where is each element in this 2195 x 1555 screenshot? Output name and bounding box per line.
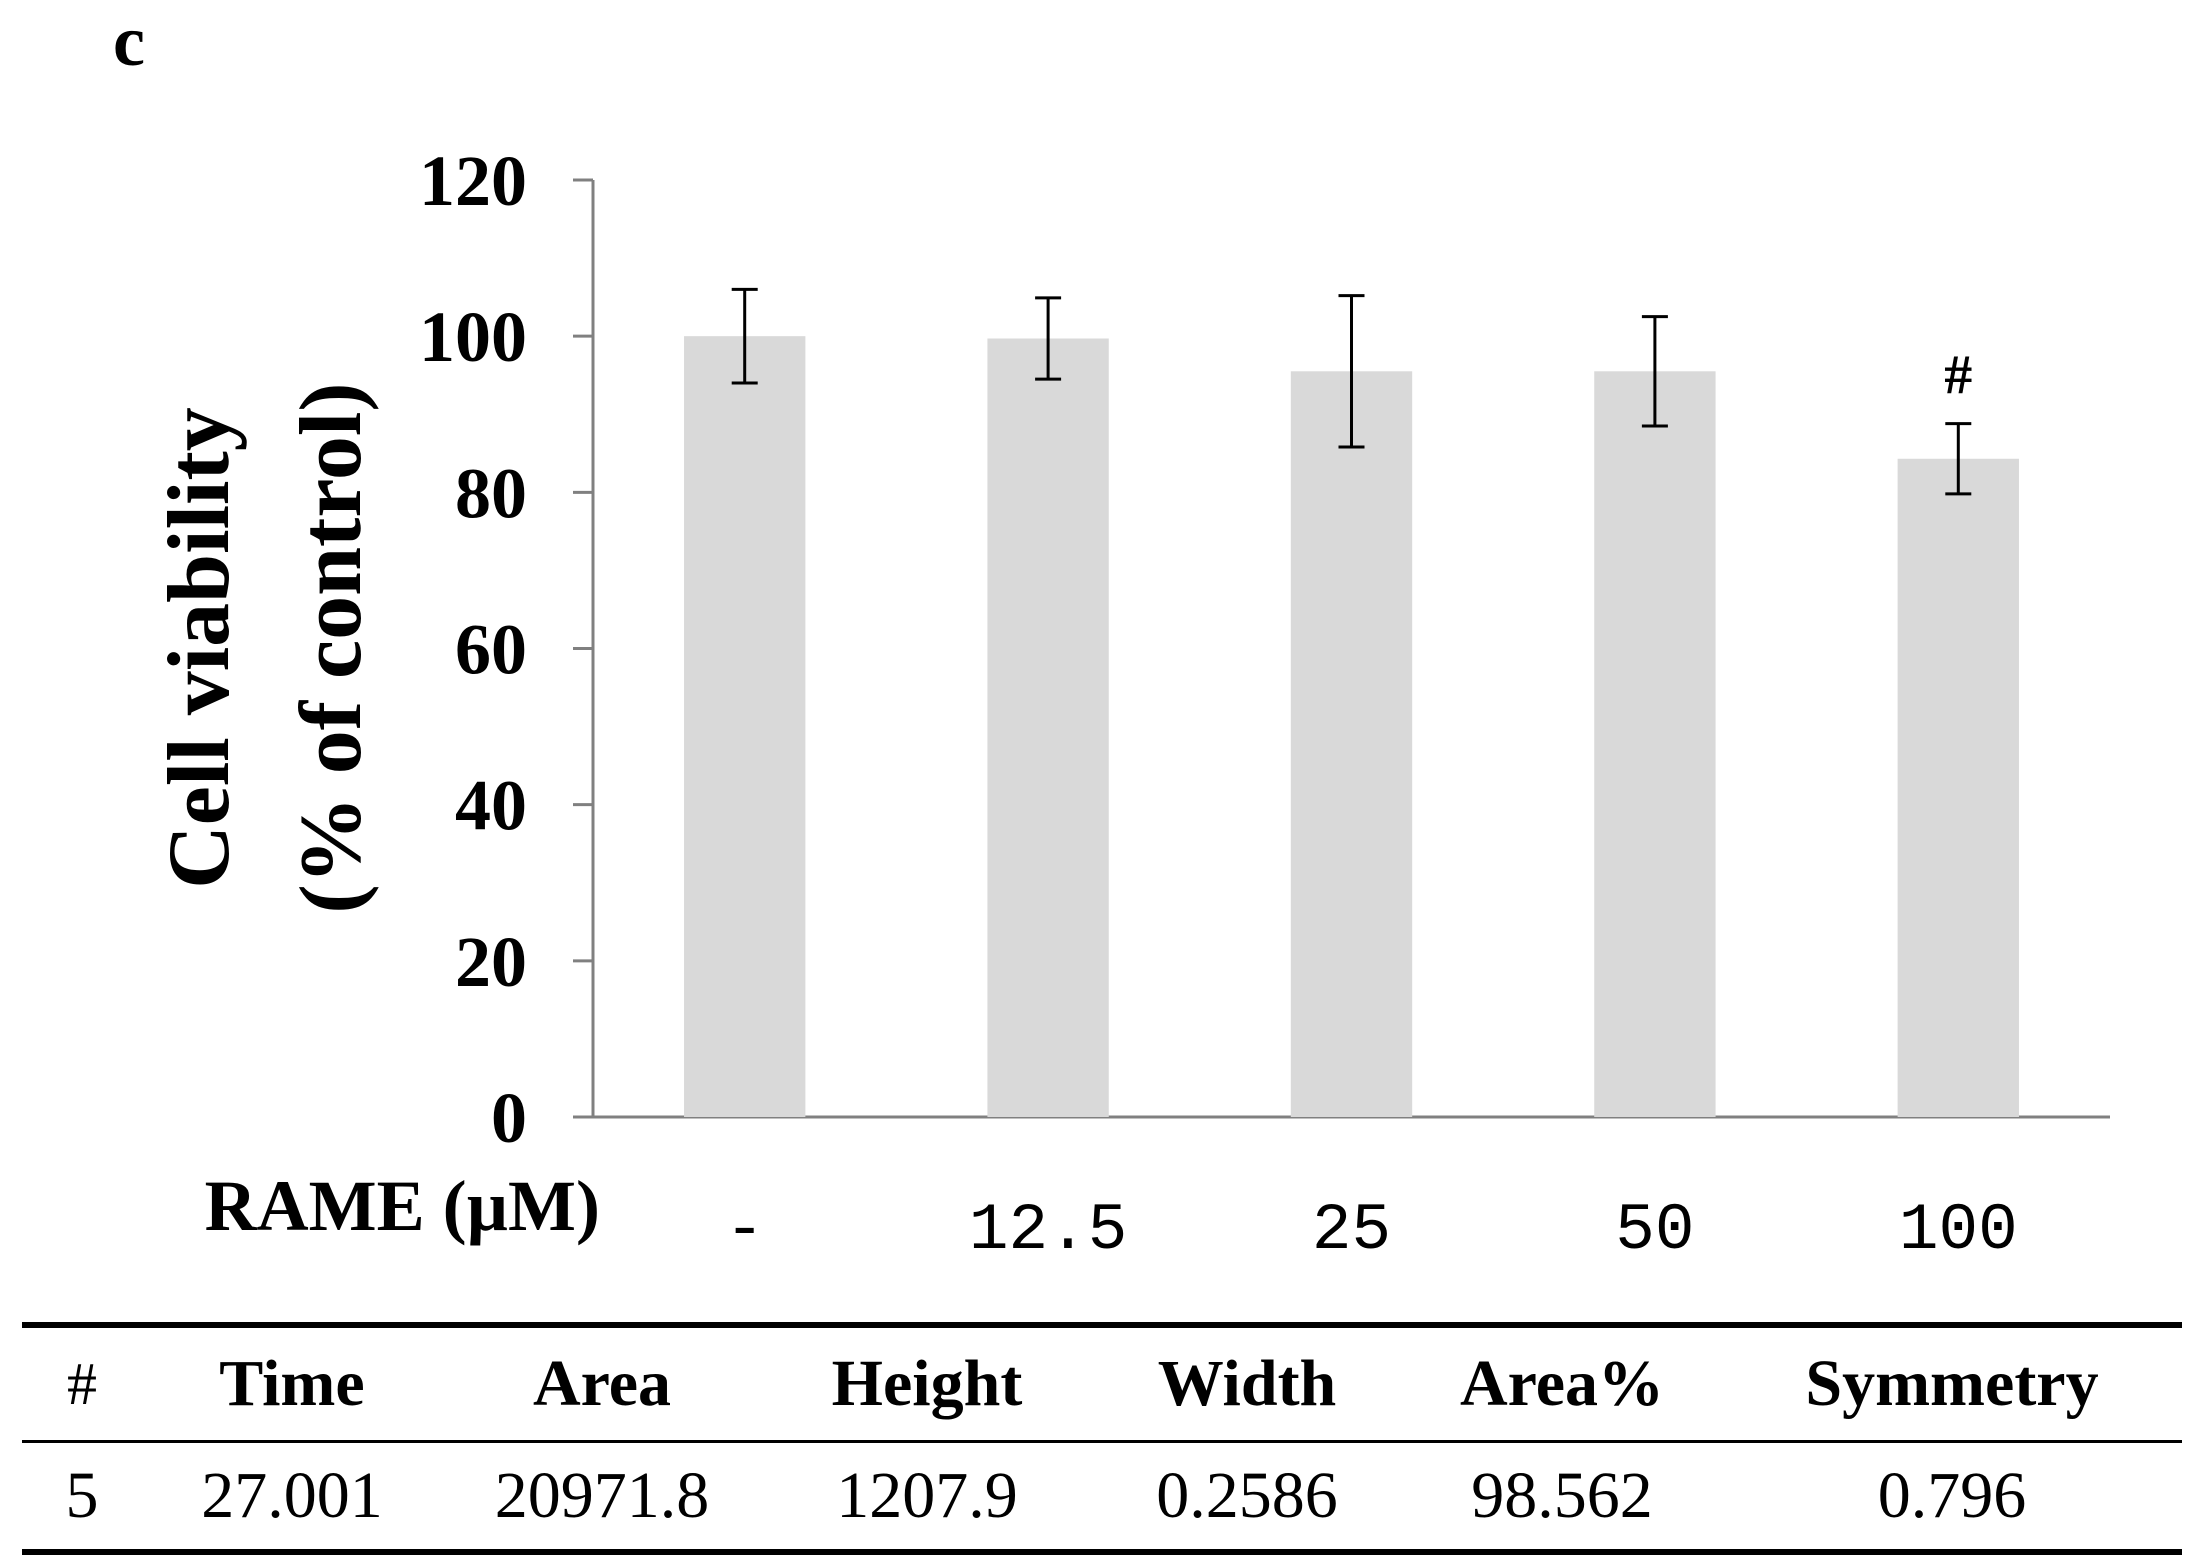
table-body: 5 27.001 20971.8 1207.9 0.2586 98.562 0.796 — [22, 1442, 2182, 1552]
panel-label: c — [113, 1, 145, 81]
table-cell: 0.2586 — [1156, 1459, 1338, 1532]
y-tick-label: 60 — [455, 610, 527, 690]
bar-chart: 0 20 40 60 80 100 120 - 12.5 25 50 100 # Cell viab… — [151, 141, 2110, 1268]
y-axis-title-line1: Cell viability — [151, 407, 248, 889]
bars — [684, 336, 2019, 1118]
y-tick-label: 20 — [455, 922, 527, 1002]
significance-annotations: # — [1944, 345, 1972, 407]
y-tick-label: 120 — [419, 141, 527, 221]
y-axis-title: Cell viability (% of control) — [151, 382, 380, 913]
table-cell: 1207.9 — [836, 1459, 1018, 1532]
table-header-cell: Symmetry — [1805, 1347, 2099, 1420]
x-axis: - 12.5 25 50 100 — [593, 1115, 2110, 1268]
significance-marker: # — [1944, 345, 1972, 407]
table-header-cell: Area — [532, 1347, 672, 1420]
bar — [684, 336, 806, 1118]
x-tick-label: 25 — [1312, 1193, 1391, 1268]
x-tick-label: 50 — [1615, 1193, 1694, 1268]
y-tick-label: 40 — [455, 766, 527, 846]
error-bars — [731, 287, 1972, 496]
x-axis-title: RAME (µM) — [205, 1166, 600, 1246]
table-cell: 0.796 — [1877, 1459, 2027, 1532]
table-header-cell: # — [67, 1350, 97, 1417]
table-header-cell: Height — [831, 1347, 1023, 1420]
table-cell: 98.562 — [1471, 1459, 1653, 1532]
table-header-cell: Width — [1157, 1347, 1337, 1420]
x-tick-label: 12.5 — [969, 1193, 1127, 1268]
y-axis: 0 20 40 60 80 100 120 — [419, 141, 595, 1158]
bar — [987, 338, 1109, 1117]
table-row: 5 27.001 20971.8 1207.9 0.2586 98.562 0.796 — [22, 1442, 2182, 1552]
peak-results-table: # Time Area Height Width Area% Symmetry 5 27.00… — [22, 1322, 2182, 1555]
x-tick-label: - — [725, 1193, 765, 1268]
bar — [1290, 371, 1413, 1117]
bar — [1594, 371, 1716, 1117]
table-header-cell: Time — [219, 1347, 365, 1420]
y-tick-label: 0 — [491, 1078, 527, 1158]
table-cell: 20971.8 — [494, 1459, 710, 1532]
y-tick-label: 100 — [419, 297, 527, 377]
x-tick-label: 100 — [1899, 1193, 2018, 1268]
table-header-cell: Area% — [1459, 1347, 1665, 1420]
bar — [1897, 458, 2019, 1117]
table-cell: 5 — [65, 1459, 99, 1532]
y-axis-title-line2: (% of control) — [283, 382, 380, 913]
table-header-row: # Time Area Height Width Area% Symmetry — [22, 1325, 2182, 1442]
table-cell: 27.001 — [201, 1459, 383, 1532]
y-tick-label: 80 — [455, 453, 527, 533]
